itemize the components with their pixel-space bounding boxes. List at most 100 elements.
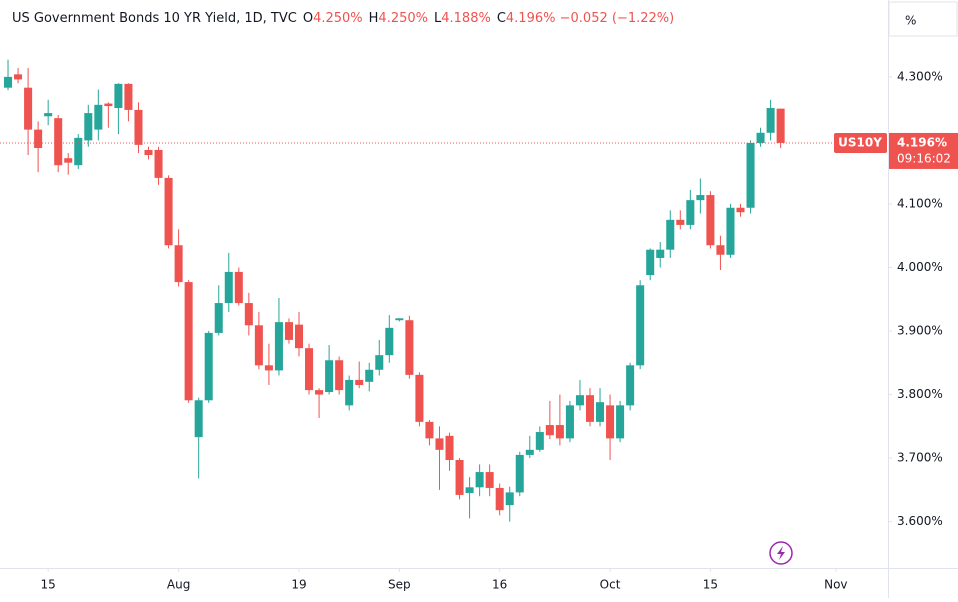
candle-body xyxy=(224,271,233,304)
ohlc-label: C xyxy=(496,11,506,26)
y-tick-label: 3.700% xyxy=(897,451,943,465)
y-tick-label: 4.300% xyxy=(897,69,943,83)
candle-body xyxy=(325,360,334,393)
marks: 3.600% 3.700% 3.800% 3.900% 4.000% 4.100% 4.30… xyxy=(0,59,958,592)
candle-body xyxy=(124,83,133,110)
candle-body xyxy=(495,487,504,511)
candle-body xyxy=(656,249,665,258)
candle-body xyxy=(736,207,745,213)
y-tick-label: 3.900% xyxy=(897,324,943,338)
candle-body xyxy=(154,149,163,178)
candle-body xyxy=(24,87,33,130)
candle-body xyxy=(274,322,283,371)
candle-body xyxy=(164,177,173,246)
candle-body xyxy=(746,142,755,208)
x-tick-label: Aug xyxy=(167,578,190,592)
candle-body xyxy=(606,405,615,439)
countdown: 09:16:02 xyxy=(897,151,951,165)
candle-body xyxy=(355,379,364,386)
candle-body xyxy=(44,113,53,117)
candle-body xyxy=(365,369,374,382)
candle-body xyxy=(34,129,43,149)
chart-title: US Government Bonds 10 YR Yield, 1D, TVC xyxy=(12,11,297,26)
x-tick-label: 15 xyxy=(703,578,718,592)
candle-body xyxy=(756,132,765,143)
candle-body xyxy=(445,435,454,460)
event-icon[interactable] xyxy=(769,541,793,565)
ohlc-label: L xyxy=(434,11,442,26)
ohlc-value: 4.188% xyxy=(441,11,491,26)
candle-body xyxy=(596,402,605,422)
candle-body xyxy=(646,249,655,276)
event-icon-bolt xyxy=(777,546,785,560)
candle-body xyxy=(4,76,13,88)
candle-body xyxy=(415,374,424,422)
candle-body xyxy=(525,449,534,455)
candle-body xyxy=(204,332,213,401)
candle-body xyxy=(535,432,544,450)
candle-body xyxy=(264,365,273,371)
candle-body xyxy=(244,303,253,326)
x-tick-label: Nov xyxy=(824,578,847,592)
candle-body xyxy=(94,104,103,130)
candle-body xyxy=(395,318,404,321)
candle-body xyxy=(335,360,344,391)
candle-body xyxy=(465,487,474,494)
candle-body xyxy=(214,303,223,333)
price-tag xyxy=(889,132,958,169)
x-tick-label: 16 xyxy=(492,578,507,592)
candle-body xyxy=(666,219,675,250)
candle-body xyxy=(616,405,625,439)
candle-body xyxy=(776,108,785,143)
candle-body xyxy=(545,425,554,436)
y-tick-label: 3.800% xyxy=(897,387,943,401)
candle-body xyxy=(194,400,203,438)
candle-body xyxy=(114,83,123,109)
candle-body xyxy=(294,324,304,349)
axis-unit: % xyxy=(905,14,916,28)
candle-body xyxy=(315,390,324,395)
candle-body xyxy=(726,207,735,255)
candle-body xyxy=(234,271,243,304)
candle-body xyxy=(144,149,153,156)
candle-body xyxy=(14,74,23,80)
candle-body xyxy=(435,438,444,450)
candle-body xyxy=(345,379,354,406)
candle-body xyxy=(766,108,775,133)
ohlc-value: 4.250% xyxy=(313,11,363,26)
ohlc-legend: O4.250% H4.250% L4.188% C4.196% xyxy=(297,11,556,26)
ohlc-value: 4.250% xyxy=(378,11,428,26)
candle-body xyxy=(405,320,414,375)
candle-body xyxy=(475,472,484,488)
candle-body xyxy=(134,109,143,145)
candle-body xyxy=(305,348,314,391)
candle-body xyxy=(716,245,725,255)
candle-body xyxy=(74,137,83,166)
ohlc-label: H xyxy=(368,11,379,26)
candle-body xyxy=(64,158,73,163)
unit-box[interactable] xyxy=(888,1,958,37)
candle-body xyxy=(375,355,384,370)
y-tick-label: 4.000% xyxy=(897,260,943,274)
candle-body xyxy=(385,327,394,356)
y-tick-label: 3.600% xyxy=(897,514,943,528)
chart-header: US Government Bonds 10 YR Yield, 1D, TVC… xyxy=(12,11,674,26)
candle-body xyxy=(585,395,595,422)
price-tag-label: 4.196% xyxy=(897,135,947,149)
candle-body xyxy=(706,195,715,246)
y-tick-label: 4.100% xyxy=(897,196,943,210)
x-tick-label: Sep xyxy=(388,578,411,592)
candle-body xyxy=(575,395,584,406)
candle-body xyxy=(254,325,263,366)
candle-body xyxy=(455,459,464,495)
ohlc-label: O xyxy=(302,11,314,26)
symbol-tag xyxy=(834,132,887,153)
candle-body xyxy=(555,425,564,439)
symbol-label: US10Y xyxy=(838,135,882,149)
x-tick-label: 19 xyxy=(291,578,306,592)
candle-body xyxy=(425,421,434,439)
candle-body xyxy=(626,365,635,406)
candle-body xyxy=(184,282,193,401)
